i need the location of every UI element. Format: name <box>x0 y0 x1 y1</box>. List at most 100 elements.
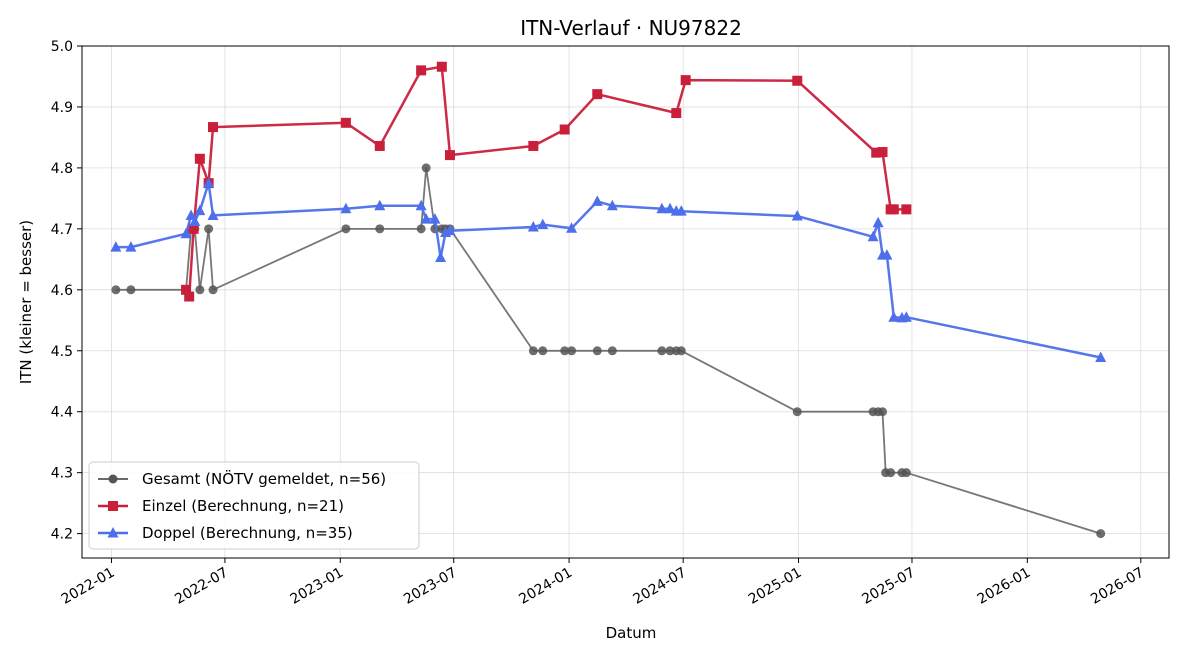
data-point-gesamt <box>208 285 218 295</box>
data-point-doppel <box>374 199 386 211</box>
data-point-gesamt <box>665 346 675 356</box>
data-point-einzel <box>181 284 192 295</box>
y-tick-label: 4.2 <box>51 527 73 543</box>
data-point-einzel <box>340 117 351 128</box>
series-line-doppel <box>115 181 1101 359</box>
data-point-doppel <box>110 241 122 252</box>
data-point-einzel <box>528 140 539 151</box>
data-point-gesamt <box>1096 529 1106 539</box>
data-point-doppel <box>429 213 441 224</box>
legend-marker <box>107 527 119 538</box>
plot-frame <box>81 45 1170 559</box>
data-point-einzel <box>888 204 899 215</box>
data-point-gesamt <box>538 346 548 356</box>
data-point-einzel <box>680 75 691 86</box>
data-point-doppel <box>189 215 201 227</box>
legend-label: Einzel (Berechnung, n=21) <box>142 497 344 515</box>
y-tick-label: 4.9 <box>51 100 73 116</box>
data-point-doppel <box>656 202 668 214</box>
data-point-gesamt <box>592 346 602 356</box>
y-tick-label: 5.0 <box>51 39 73 55</box>
data-point-gesamt <box>204 224 214 234</box>
y-tick-label: 4.5 <box>51 344 73 360</box>
data-point-doppel <box>591 195 603 206</box>
data-point-einzel <box>671 108 682 119</box>
data-point-gesamt <box>126 285 136 295</box>
data-point-einzel <box>188 223 199 234</box>
data-point-doppel <box>340 202 352 214</box>
data-point-gesamt <box>341 224 351 234</box>
data-point-gesamt <box>111 285 121 295</box>
data-point-gesamt <box>901 468 911 478</box>
legend-item-doppel: Doppel (Berechnung, n=35) <box>98 524 353 542</box>
legend: Gesamt (NÖTV gemeldet, n=56) Einzel (Bere… <box>88 461 420 550</box>
data-point-doppel <box>888 311 900 322</box>
data-point-doppel <box>435 251 447 263</box>
data-point-doppel <box>606 199 618 211</box>
data-point-doppel <box>420 213 432 224</box>
x-axis-label: Datum <box>606 624 657 642</box>
data-point-gesamt <box>878 407 888 417</box>
data-point-doppel <box>881 249 893 260</box>
data-point-gesamt <box>375 224 385 234</box>
data-point-gesamt <box>416 224 426 234</box>
data-point-doppel <box>180 227 192 239</box>
data-point-einzel <box>184 291 195 302</box>
data-point-einzel <box>559 124 570 135</box>
data-point-doppel <box>203 177 215 188</box>
data-point-gesamt <box>195 285 205 295</box>
y-tick-label: 4.3 <box>51 466 73 482</box>
y-tick-label: 4.8 <box>51 161 73 177</box>
y-axis-label: ITN (kleiner = besser) <box>17 220 35 384</box>
data-point-doppel <box>527 221 539 232</box>
data-point-gesamt <box>528 346 538 356</box>
data-point-einzel <box>208 122 219 133</box>
data-point-doppel <box>185 209 197 220</box>
data-point-gesamt <box>421 163 431 173</box>
data-point-doppel <box>125 241 137 252</box>
data-point-gesamt <box>567 346 577 356</box>
data-point-doppel <box>444 224 456 236</box>
legend-label: Doppel (Berechnung, n=35) <box>142 524 353 542</box>
data-point-doppel <box>872 216 884 228</box>
series-gesamt <box>111 163 1106 539</box>
y-tick-label: 4.4 <box>51 405 73 421</box>
chart-title: ITN-Verlauf · NU97822 <box>520 16 742 40</box>
data-point-einzel <box>901 204 912 215</box>
data-point-doppel <box>1095 351 1107 362</box>
data-point-gesamt <box>657 346 667 356</box>
data-point-doppel <box>537 218 549 230</box>
data-point-einzel <box>592 89 603 100</box>
data-point-gesamt <box>560 346 570 356</box>
data-point-gesamt <box>676 346 686 356</box>
data-point-einzel <box>792 75 803 86</box>
legend-marker <box>108 501 118 511</box>
data-point-doppel <box>566 222 578 233</box>
data-point-einzel <box>877 147 888 158</box>
y-ticks: 4.2 4.3 4.4 4.5 4.6 4.7 4.8 4.9 5.0 <box>51 39 82 543</box>
series-doppel <box>110 177 1107 362</box>
data-point-gesamt <box>886 468 896 478</box>
data-point-einzel <box>436 61 447 72</box>
legend-item-gesamt: Gesamt (NÖTV gemeldet, n=56) <box>98 469 386 488</box>
data-point-einzel <box>871 147 882 158</box>
data-point-doppel <box>791 210 803 221</box>
data-point-doppel <box>675 205 687 216</box>
legend-item-einzel: Einzel (Berechnung, n=21) <box>98 497 344 515</box>
data-point-doppel <box>194 204 206 216</box>
legend-label: Gesamt (NÖTV gemeldet, n=56) <box>142 469 386 488</box>
data-point-gesamt <box>792 407 802 417</box>
y-tick-label: 4.6 <box>51 283 73 299</box>
data-point-einzel <box>194 153 205 164</box>
data-point-doppel <box>867 230 879 242</box>
data-point-doppel <box>415 199 427 211</box>
y-tick-label: 4.7 <box>51 222 73 238</box>
data-point-doppel <box>207 209 219 220</box>
legend-box <box>88 461 420 550</box>
data-point-gesamt <box>607 346 617 356</box>
data-point-doppel <box>900 311 912 322</box>
data-point-einzel <box>374 140 385 151</box>
series <box>110 61 1107 539</box>
